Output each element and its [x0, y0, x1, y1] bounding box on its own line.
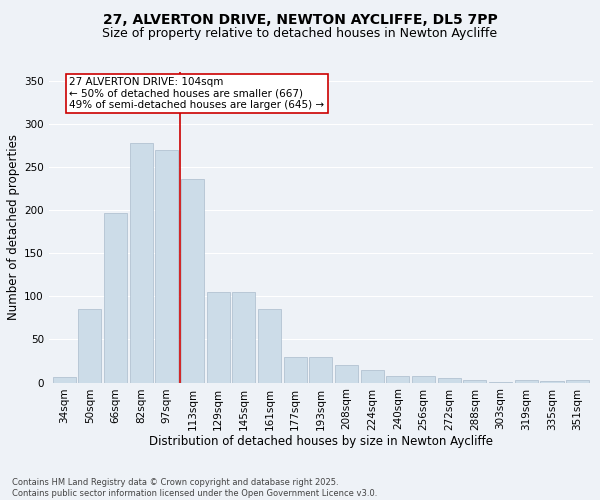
Bar: [335, 366, 358, 382]
Bar: [155, 150, 178, 382]
Text: Size of property relative to detached houses in Newton Aycliffe: Size of property relative to detached ho…: [103, 28, 497, 40]
Bar: [206, 292, 230, 382]
Bar: [53, 378, 76, 382]
Text: 27, ALVERTON DRIVE, NEWTON AYCLIFFE, DL5 7PP: 27, ALVERTON DRIVE, NEWTON AYCLIFFE, DL5…: [103, 12, 497, 26]
Bar: [310, 358, 332, 382]
Bar: [412, 376, 435, 382]
Bar: [181, 179, 204, 382]
X-axis label: Distribution of detached houses by size in Newton Aycliffe: Distribution of detached houses by size …: [149, 435, 493, 448]
Bar: [463, 380, 487, 382]
Bar: [130, 142, 153, 382]
Bar: [258, 309, 281, 382]
Text: 27 ALVERTON DRIVE: 104sqm
← 50% of detached houses are smaller (667)
49% of semi: 27 ALVERTON DRIVE: 104sqm ← 50% of detac…: [69, 77, 325, 110]
Bar: [438, 378, 461, 382]
Text: Contains HM Land Registry data © Crown copyright and database right 2025.
Contai: Contains HM Land Registry data © Crown c…: [12, 478, 377, 498]
Bar: [566, 380, 589, 382]
Bar: [361, 370, 384, 382]
Bar: [78, 309, 101, 382]
Bar: [541, 381, 563, 382]
Bar: [104, 214, 127, 382]
Y-axis label: Number of detached properties: Number of detached properties: [7, 134, 20, 320]
Bar: [284, 358, 307, 382]
Bar: [515, 380, 538, 382]
Bar: [386, 376, 409, 382]
Bar: [232, 292, 256, 382]
